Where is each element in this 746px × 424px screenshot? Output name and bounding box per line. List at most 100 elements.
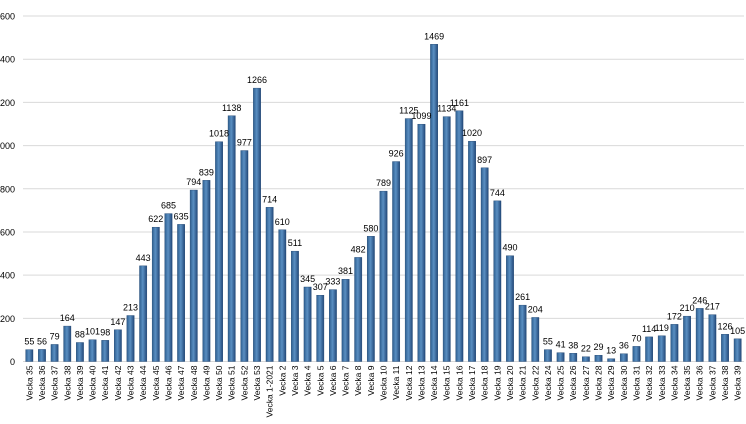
- data-label: 977: [237, 138, 252, 148]
- bar: [708, 314, 717, 362]
- data-label: 119: [655, 323, 669, 333]
- bar: [227, 115, 236, 362]
- data-label: 213: [123, 303, 138, 313]
- x-tick-label: Vecka 19: [492, 365, 502, 400]
- x-tick-label: Vecka 39: [75, 365, 85, 400]
- x-tick-label: Vecka 12: [404, 365, 414, 400]
- x-tick-label: Vecka 9: [366, 365, 376, 396]
- x-tick-label: Vecka 8: [353, 365, 363, 396]
- bar: [733, 338, 742, 362]
- bar: [202, 180, 211, 362]
- bar: [518, 304, 527, 362]
- data-label: 210: [680, 303, 695, 313]
- x-tick-label: Vecka 47: [176, 365, 186, 400]
- x-tick-label: Vecka 31: [631, 365, 641, 400]
- x-tick-label: Vecka 4: [303, 365, 313, 396]
- data-label: 1099: [411, 111, 431, 121]
- data-label: 744: [490, 188, 505, 198]
- bar: [101, 340, 110, 362]
- data-label: 580: [363, 223, 378, 233]
- data-label: 490: [502, 243, 517, 253]
- x-tick-label: Vecka 18: [480, 365, 490, 400]
- x-tick-label: Vecka 6: [328, 365, 338, 396]
- bar: [645, 336, 653, 362]
- x-tick-label: Vecka 39: [733, 365, 743, 400]
- bar: [265, 207, 274, 362]
- x-tick-label: Vecka 1-2021: [265, 365, 275, 417]
- x-tick-label: Vecka 32: [644, 365, 654, 400]
- data-label: 13: [606, 346, 616, 356]
- x-tick-label: Vecka 29: [606, 365, 616, 400]
- bar: [366, 236, 375, 362]
- bar: [114, 329, 122, 362]
- data-label: 147: [110, 317, 125, 327]
- bar: [607, 358, 616, 362]
- bar: [556, 352, 565, 362]
- x-tick-label: Vecka 25: [556, 365, 566, 400]
- data-label: 164: [60, 313, 75, 323]
- x-tick-label: Vecka 42: [113, 365, 123, 400]
- bar: [442, 116, 451, 362]
- data-label: 714: [262, 194, 277, 204]
- bar: [619, 353, 628, 362]
- x-axis-ticks: Vecka 35 Vecka 36 Vecka 37 Vecka 38 Vecka 39…: [24, 365, 742, 417]
- bar: [493, 200, 502, 362]
- bar: [632, 346, 641, 362]
- x-tick-label: Vecka 41: [100, 365, 110, 400]
- data-label: 1266: [247, 75, 267, 85]
- data-label: 38: [568, 340, 578, 350]
- data-label: 926: [389, 149, 404, 159]
- data-label: 126: [718, 321, 733, 331]
- y-tick-label: 1200: [0, 98, 15, 108]
- data-label: 101: [85, 327, 100, 337]
- x-tick-label: Vecka 38: [62, 365, 72, 400]
- data-label: 1018: [209, 129, 229, 139]
- bar: [468, 141, 476, 362]
- data-label: 1134: [437, 104, 456, 114]
- bar: [594, 355, 603, 362]
- y-tick-label: 1000: [0, 141, 15, 151]
- x-tick-label: Vecka 15: [442, 365, 452, 400]
- data-label: 105: [730, 326, 745, 336]
- x-tick-label: Vecka 20: [505, 365, 515, 400]
- data-label: 511: [288, 238, 302, 248]
- bar: [253, 87, 261, 362]
- y-tick-label: 600: [0, 227, 15, 237]
- bar: [480, 167, 489, 362]
- x-tick-label: Vecka 52: [239, 365, 249, 400]
- data-label: 839: [199, 167, 214, 177]
- data-label: 246: [692, 295, 707, 305]
- data-label: 41: [556, 340, 566, 350]
- x-tick-label: Vecka 45: [151, 365, 161, 400]
- bar: [670, 324, 679, 362]
- bar: [341, 279, 350, 362]
- x-tick-label: Vecka 26: [568, 365, 578, 400]
- x-tick-label: Vecka 16: [454, 365, 464, 400]
- bar: [392, 161, 401, 362]
- data-label: 443: [136, 253, 151, 263]
- x-tick-label: Vecka 44: [138, 365, 148, 400]
- x-tick-label: Vecka 53: [252, 365, 262, 400]
- data-label: 307: [313, 282, 328, 292]
- x-tick-label: Vecka 10: [379, 365, 389, 400]
- bar: [582, 356, 590, 362]
- bar: [721, 334, 729, 362]
- bar: [329, 289, 337, 362]
- x-tick-label: Vecka 50: [214, 365, 224, 400]
- data-label: 55: [24, 337, 34, 347]
- bar: [430, 44, 438, 362]
- x-tick-label: Vecka 14: [429, 365, 439, 400]
- bar: [695, 308, 704, 362]
- data-label: 685: [161, 201, 176, 211]
- x-tick-label: Vecka 5: [315, 365, 325, 396]
- x-tick-label: Vecka 35: [24, 365, 34, 400]
- y-tick-label: 0: [10, 357, 15, 367]
- bar: [88, 339, 97, 362]
- y-tick-label: 400: [0, 271, 15, 281]
- bar: [278, 229, 287, 362]
- bar: [379, 190, 388, 362]
- x-tick-label: Vecka 21: [518, 365, 528, 400]
- x-tick-label: Vecka 11: [391, 365, 401, 400]
- data-label: 1125: [399, 106, 418, 116]
- x-tick-label: Vecka 3: [290, 365, 300, 396]
